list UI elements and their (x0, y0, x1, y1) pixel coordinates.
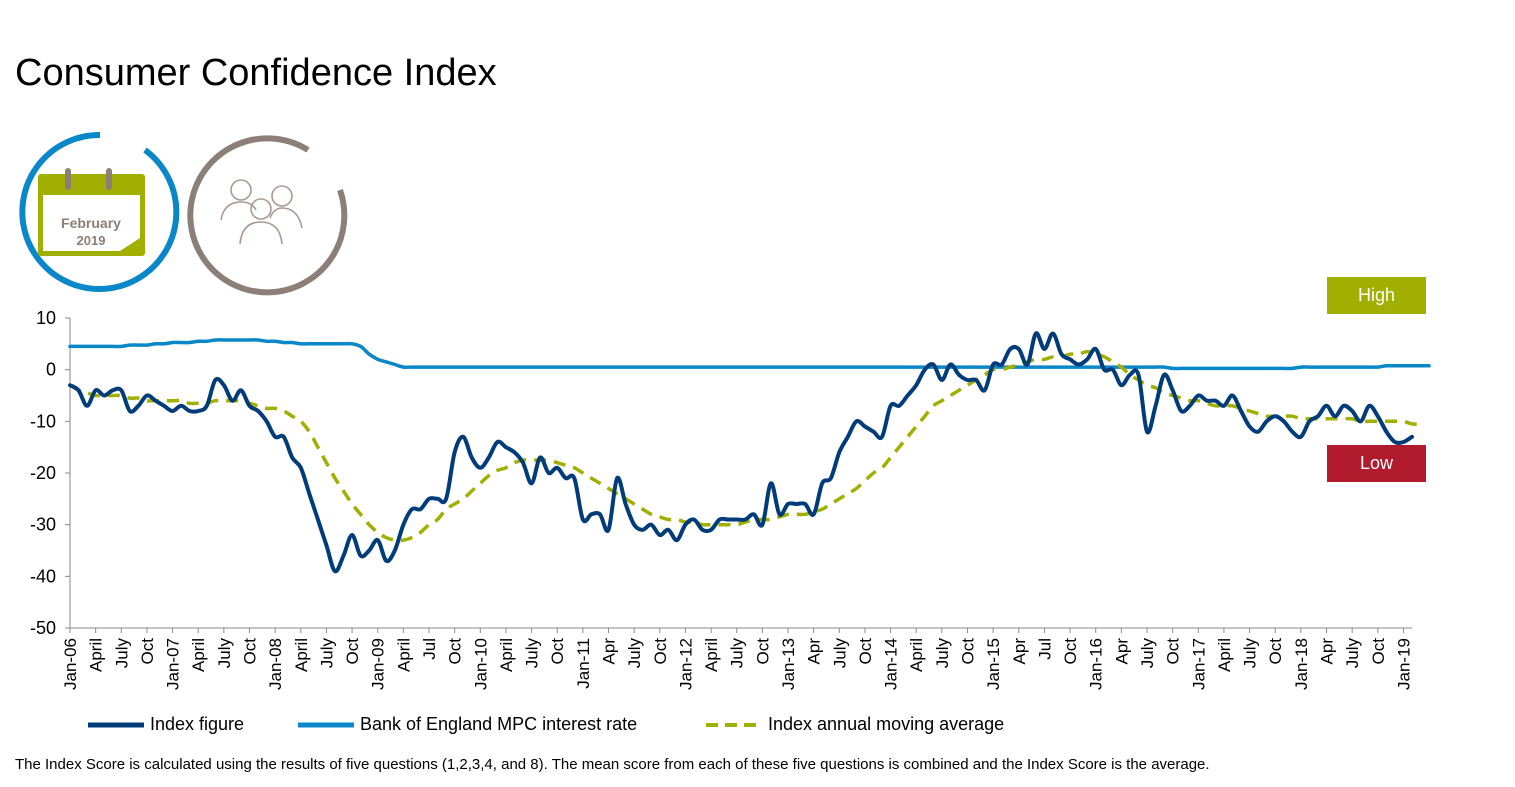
family-icon (220, 179, 303, 245)
y-tick-label: 0 (46, 360, 56, 380)
x-tick-label: Apr (1010, 638, 1029, 665)
x-tick-label: July (728, 638, 747, 669)
legend: Index figure Bank of England MPC interes… (0, 714, 1515, 742)
x-tick-label: Oct (959, 638, 978, 665)
x-tick-label: Apr (600, 638, 619, 665)
x-tick-label: Oct (241, 638, 260, 665)
x-tick-label: Jul (420, 638, 439, 660)
x-tick-label: July (1241, 638, 1260, 669)
y-tick-label: -50 (30, 618, 56, 638)
x-tick-label: Jan-14 (882, 638, 901, 690)
x-tick-label: Jan-11 (574, 638, 593, 689)
x-tick-label: Oct (548, 638, 567, 665)
x-tick-label: Jan-13 (779, 638, 798, 690)
x-tick-label: Oct (138, 638, 157, 665)
footnote: The Index Score is calculated using the … (15, 756, 1210, 773)
series (68, 331, 1431, 574)
x-tick-label: Jan-12 (676, 638, 695, 690)
x-tick-label: Jan-09 (369, 638, 388, 690)
x-tick-label: Oct (1266, 638, 1285, 665)
x-tick-label: July (317, 638, 336, 669)
x-tick-label: Jan-15 (984, 638, 1003, 690)
axes (65, 317, 1412, 633)
x-tick-label: July (933, 638, 952, 669)
line-chart: 10 0 -10 -20 -30 -40 -50 Jan-06 April July Oct Jan-… (30, 308, 1431, 690)
x-tick-label: Oct (343, 638, 362, 665)
x-tick-label: Jul (1035, 638, 1054, 660)
badge-month: February (61, 215, 121, 231)
x-tick-label: Apr (1112, 638, 1131, 665)
y-tick-label: -20 (30, 463, 56, 483)
legend-label-avg: Index annual moving average (768, 714, 1005, 734)
x-tick-label: Oct (1369, 638, 1388, 665)
x-tick-label: July (830, 638, 849, 669)
x-tick-label: Jan-07 (164, 638, 183, 690)
y-tick-label: -10 (30, 411, 56, 431)
tick-labels: 10 0 -10 -20 -30 -40 -50 Jan-06 April July Oct Jan-… (30, 308, 1413, 690)
x-tick-label: July (112, 638, 131, 669)
high-tag: High (1327, 277, 1426, 314)
x-tick-label: Jan-16 (1087, 638, 1106, 690)
x-tick-label: Oct (446, 638, 465, 665)
x-tick-label: April (189, 638, 208, 672)
badge-year: 2019 (77, 233, 106, 248)
x-tick-label: July (1343, 638, 1362, 669)
y-tick-label: 10 (36, 308, 56, 328)
x-tick-label: April (702, 638, 721, 672)
legend-label-rate: Bank of England MPC interest rate (360, 714, 638, 734)
x-tick-label: Jan-18 (1292, 638, 1311, 690)
legend-item-rate: Bank of England MPC interest rate (298, 714, 637, 735)
x-tick-label: Oct (753, 638, 772, 665)
x-tick-label: July (625, 638, 644, 669)
x-tick-label: Jan-17 (1189, 638, 1208, 690)
legend-item-avg: Index annual moving average (706, 714, 1004, 735)
x-tick-label: July (1138, 638, 1157, 669)
x-tick-label: Apr (1318, 638, 1337, 665)
low-tag: Low (1327, 445, 1426, 482)
y-tick-label: -30 (30, 515, 56, 535)
x-tick-label: April (497, 638, 516, 672)
x-tick-label: July (523, 638, 542, 669)
legend-item-index: Index figure (88, 714, 244, 735)
series-line-rate (68, 338, 1431, 371)
blue-ring (19, 131, 180, 292)
x-tick-label: Jan-06 (61, 638, 80, 690)
x-tick-label: Jan-19 (1394, 638, 1413, 690)
series-line-index (68, 331, 1414, 574)
x-tick-label: July (215, 638, 234, 669)
header-icons: February 2019 (19, 131, 348, 296)
x-tick-label: Oct (1061, 638, 1080, 665)
series-line-avg (69, 349, 1421, 543)
legend-label-index: Index figure (150, 714, 245, 734)
x-tick-label: Oct (856, 638, 875, 665)
y-tick-label: -40 (30, 566, 56, 586)
x-tick-label: April (1215, 638, 1234, 672)
x-tick-label: April (394, 638, 413, 672)
x-tick-label: Apr (805, 638, 824, 665)
x-tick-label: April (292, 638, 311, 672)
calendar-icon: February 2019 (38, 168, 145, 256)
chart-title: Consumer Confidence Index (15, 52, 497, 94)
x-tick-label: Oct (1164, 638, 1183, 665)
grey-ring (187, 135, 348, 296)
x-tick-label: Jan-10 (471, 638, 490, 690)
x-tick-label: Oct (651, 638, 670, 665)
x-tick-label: April (907, 638, 926, 672)
x-tick-label: April (87, 638, 106, 672)
x-tick-label: Jan-08 (266, 638, 285, 690)
